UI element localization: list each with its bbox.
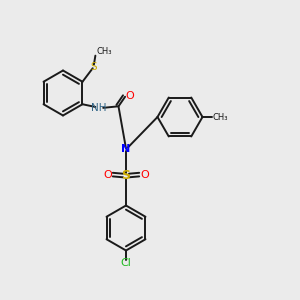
Text: O: O <box>103 169 112 180</box>
Text: O: O <box>140 169 149 180</box>
Text: Cl: Cl <box>121 258 131 268</box>
Text: CH₃: CH₃ <box>97 47 112 56</box>
Text: O: O <box>125 91 134 100</box>
Text: NH: NH <box>91 103 107 113</box>
Text: N: N <box>122 143 130 154</box>
Text: S: S <box>91 62 97 72</box>
Text: S: S <box>122 169 130 182</box>
Text: CH₃: CH₃ <box>212 112 228 122</box>
